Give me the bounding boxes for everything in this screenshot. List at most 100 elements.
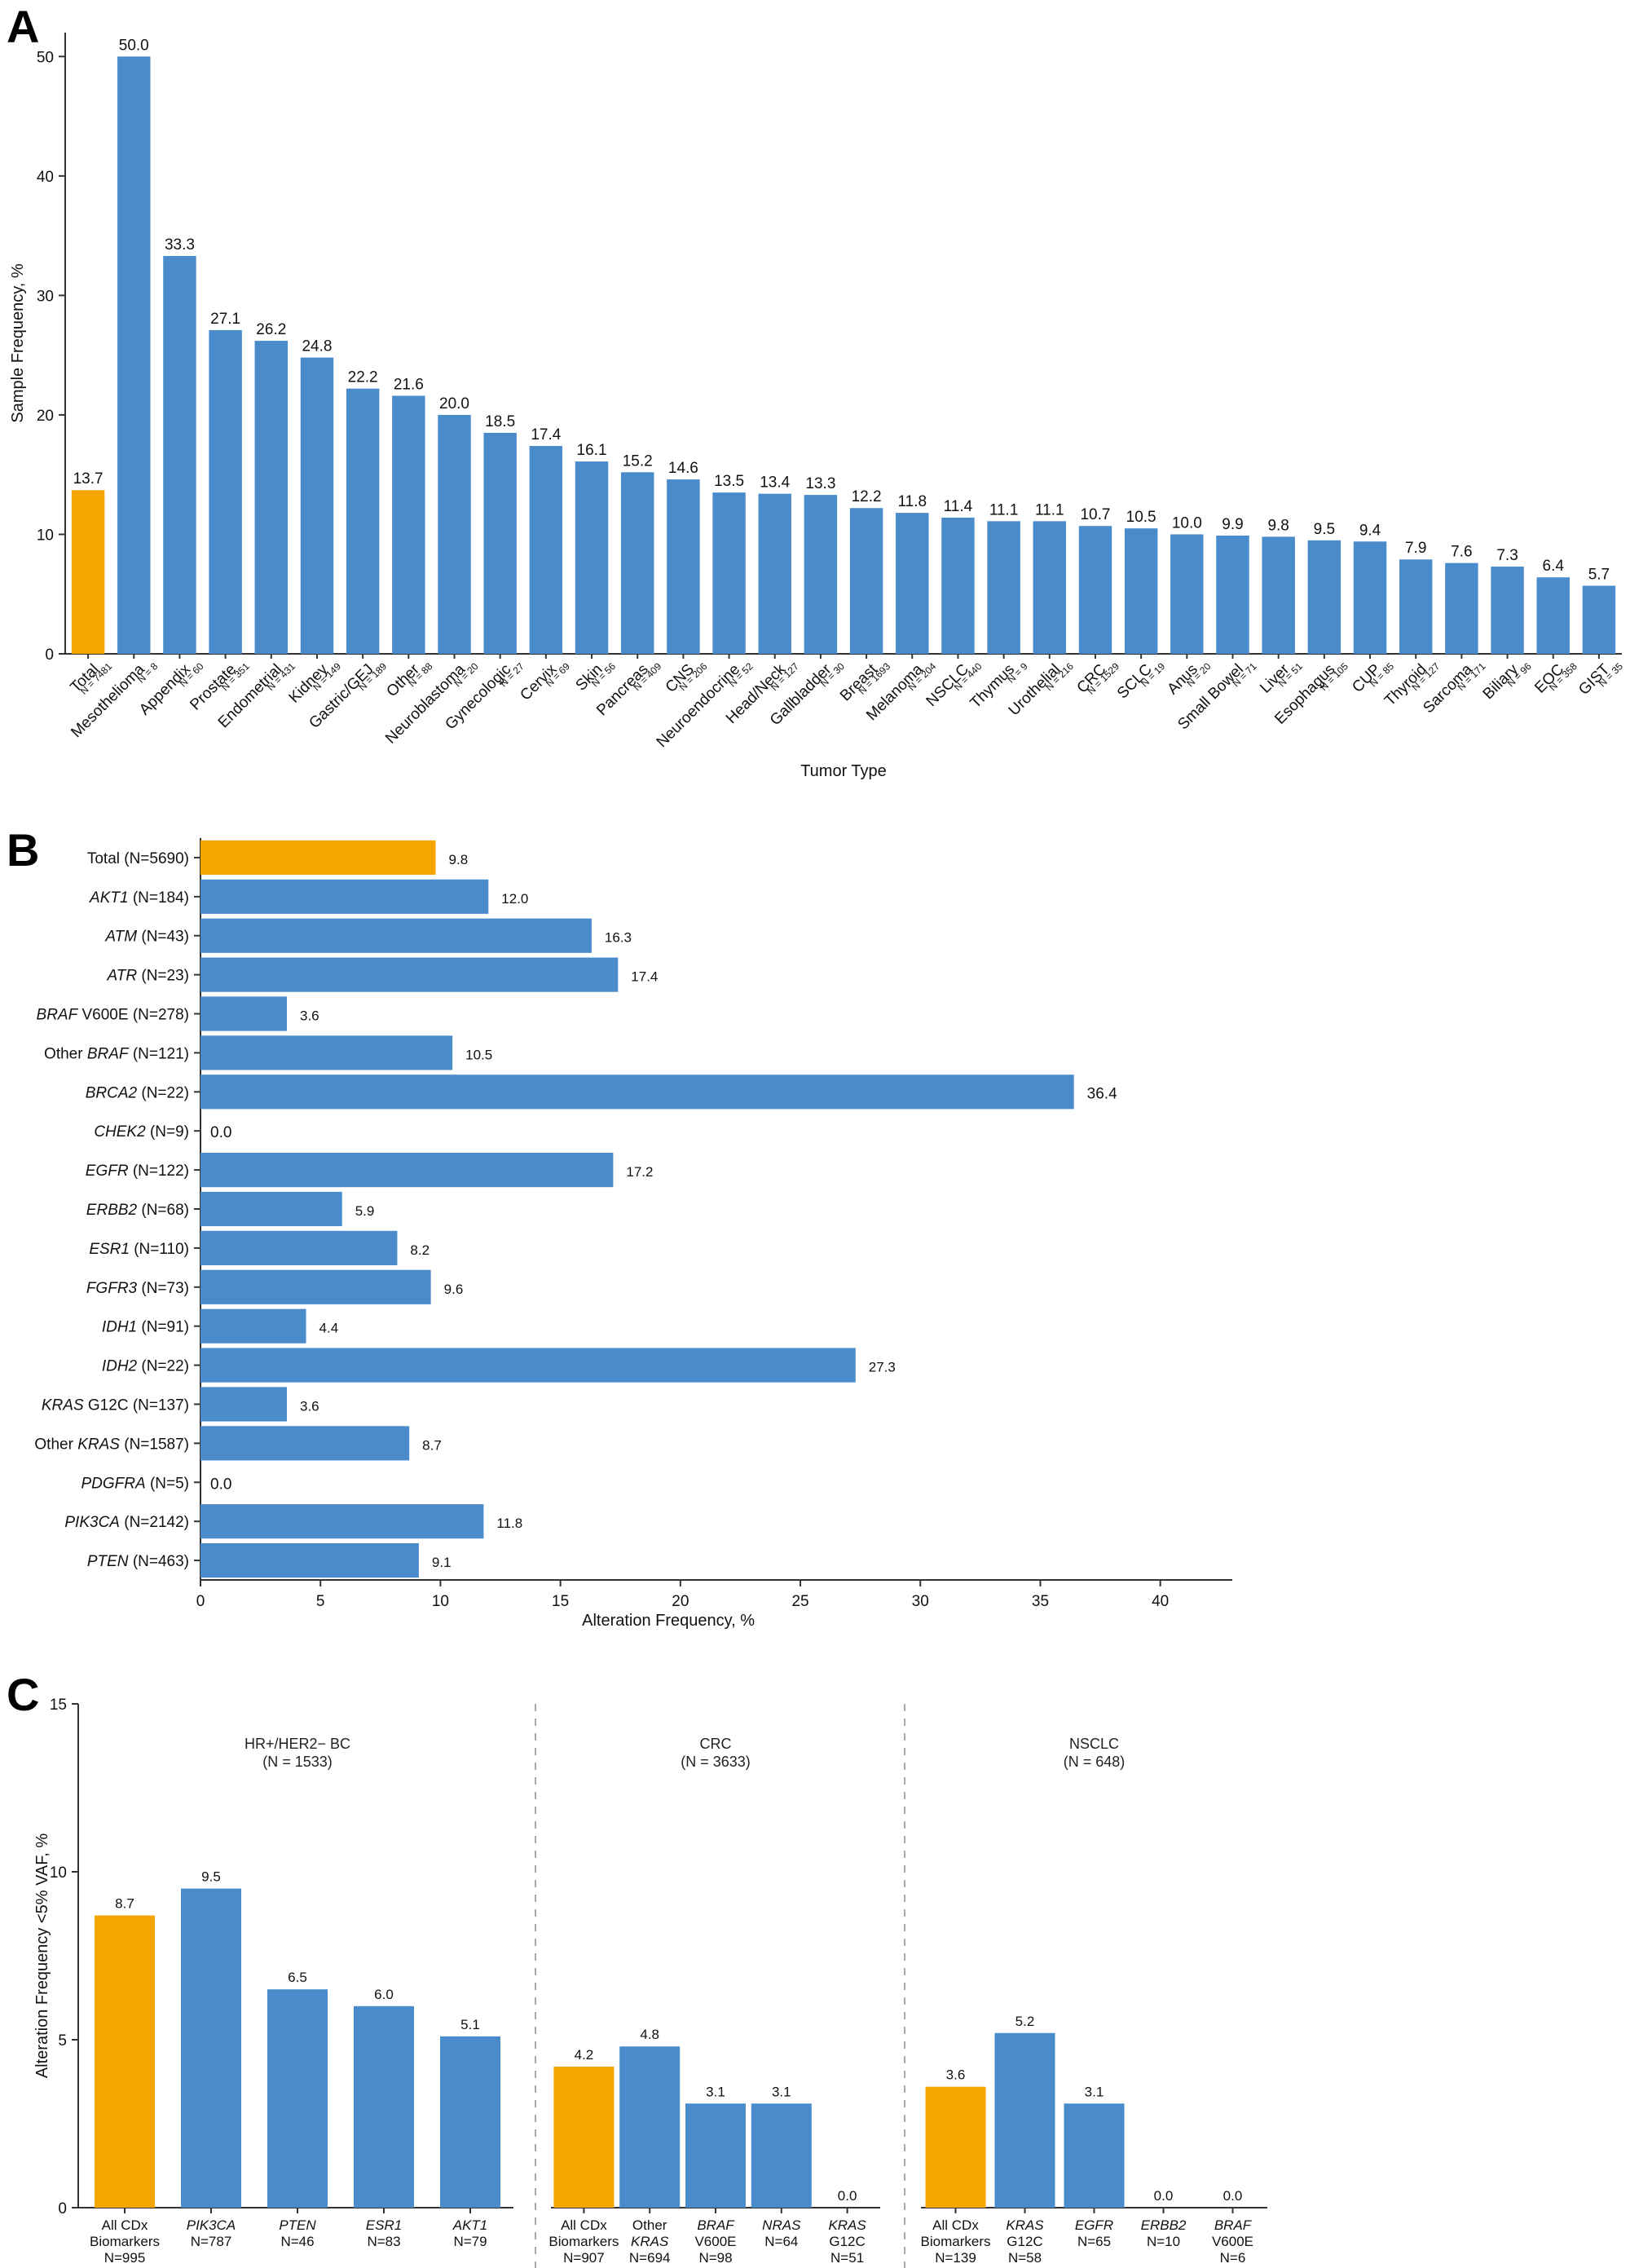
n-label-nsclc-kras-g12c: N=58 (1008, 2250, 1042, 2266)
n-label-crc-all-cdx-biomarkers: N=907 (563, 2250, 605, 2266)
panel-c-y-axis-title: Alteration Frequency <5% VAF, % (33, 1833, 51, 2079)
value-label-urothelial: 11.1 (1035, 501, 1064, 518)
panel-a-y-tick-label: 10 (37, 527, 54, 544)
category-label-erbb2-n-68: ERBB2 (N=68) (86, 1202, 189, 1219)
value-label-total: 13.7 (73, 470, 104, 488)
group-title-nsclc: NSCLC (1069, 1736, 1119, 1752)
value-label-skin: 16.1 (577, 442, 607, 459)
value-label-gastric-gej: 22.2 (348, 369, 378, 386)
n-label-hr-her2-bc-pten: N=46 (280, 2234, 314, 2249)
value-label-neuroendocrine: 13.5 (714, 473, 744, 490)
bar-thyroid (1399, 559, 1433, 654)
bar-atm-n-43 (200, 918, 592, 953)
bar-hr-her2-bc-all-cdx-biomarkers (95, 1915, 155, 2208)
bar-total-n-5690 (200, 840, 436, 876)
bar-esophagus (1307, 540, 1341, 654)
panel-letter-c: C (7, 1669, 39, 1720)
bar-neuroendocrine (712, 492, 746, 654)
category-sublabel-crc-other-kras: KRAS (631, 2234, 669, 2249)
n-label-crc-kras-g12c: N=51 (830, 2250, 864, 2266)
value-label-crc: 10.7 (1080, 506, 1110, 523)
value-label-liver: 9.8 (1267, 517, 1289, 534)
panel-b-x-tick-label: 20 (672, 1593, 689, 1610)
category-label-crc-nras: NRAS (762, 2217, 801, 2233)
category-label-idh2-n-22: IDH2 (N=22) (102, 1358, 189, 1375)
category-label-hr-her2-bc-all-cdx-biomarkers: All CDx (102, 2217, 148, 2233)
bar-mesothelioma (117, 56, 151, 655)
bar-nsclc-kras-g12c (994, 2032, 1055, 2208)
bar-esr1-n-110 (200, 1230, 398, 1265)
category-label-crc-other-kras: Other (632, 2217, 667, 2233)
panel-letter-a: A (7, 1, 39, 52)
panel-c-chart: 0 5 10 15 Alteration Frequency <5% VAF, % HR+… (33, 1697, 1267, 2268)
value-label-kidney: 24.8 (302, 338, 332, 355)
category-label-atr-n-23: ATR (N=23) (107, 968, 189, 985)
panel-b-x-tick-label: 30 (912, 1593, 929, 1610)
bar-nsclc-egfr (1064, 2103, 1125, 2208)
category-label-nsclc-egfr: EGFR (1075, 2217, 1113, 2233)
value-label-other-kras-n-1587: 8.7 (422, 1437, 442, 1453)
value-label-nsclc-egfr: 3.1 (1085, 2084, 1104, 2099)
bar-cup (1353, 541, 1387, 654)
category-label-other-braf-n-121: Other BRAF (N=121) (44, 1045, 189, 1062)
value-label-nsclc-braf-v600e: 0.0 (1223, 2188, 1243, 2204)
bar-gallbladder (804, 495, 838, 654)
panel-a-y-tick-label: 50 (37, 49, 54, 66)
n-label-crc-nras: N=64 (764, 2234, 798, 2249)
bar-other-kras-n-1587 (200, 1426, 410, 1461)
bar-sarcoma (1445, 563, 1478, 654)
category-label-egfr-n-122: EGFR (N=122) (86, 1163, 189, 1180)
value-label-pten-n-463: 9.1 (432, 1555, 452, 1570)
bar-eoc (1536, 577, 1570, 654)
n-label-crc-braf-v600e: N=98 (698, 2250, 732, 2266)
value-label-pik3ca-n-2142: 11.8 (496, 1516, 522, 1531)
value-label-crc-braf-v600e: 3.1 (706, 2084, 725, 2099)
value-label-egfr-n-122: 17.2 (626, 1164, 653, 1180)
value-label-melanoma: 11.8 (897, 493, 927, 510)
value-label-akt1-n-184: 12.0 (501, 891, 528, 907)
category-label-esr1-n-110: ESR1 (N=110) (89, 1241, 189, 1258)
panel-letter-b: B (7, 824, 39, 876)
category-label-other-kras-n-1587: Other KRAS (N=1587) (34, 1436, 189, 1453)
panel-a-y-tick-label: 30 (37, 288, 54, 305)
value-label-chek2-n-9: 0.0 (210, 1124, 231, 1141)
bar-skin (575, 461, 609, 654)
value-label-cup: 9.4 (1359, 522, 1381, 539)
value-label-hr-her2-bc-akt1: 5.1 (460, 2017, 480, 2032)
bar-nsclc-all-cdx-biomarkers (925, 2086, 986, 2208)
bar-akt1-n-184 (200, 879, 489, 914)
category-label-pdgfra-n-5: PDGFRA (N=5) (81, 1475, 189, 1492)
panel-a-y-tick-label: 0 (45, 646, 54, 664)
value-label-small-bowel: 9.9 (1222, 516, 1243, 533)
panel-a-y-tick-label: 20 (37, 408, 54, 425)
panel-c-y-tick-label: 0 (58, 2200, 67, 2217)
value-label-nsclc-kras-g12c: 5.2 (1015, 2014, 1035, 2029)
panel-b-x-tick-label: 35 (1032, 1593, 1049, 1610)
panel-c-y-tick-label: 10 (50, 1864, 67, 1882)
panel-b-x-tick-label: 25 (791, 1593, 808, 1610)
category-label-nsclc-erbb2: ERBB2 (1141, 2217, 1187, 2233)
bar-crc (1078, 526, 1112, 654)
category-label-brca2-n-22: BRCA2 (N=22) (86, 1084, 189, 1101)
bar-kidney (300, 357, 334, 654)
bar-hr-her2-bc-akt1 (440, 2036, 500, 2208)
value-label-neuroblastoma: 20.0 (439, 395, 469, 413)
category-label-total-n-5690: Total (N=5690) (87, 850, 189, 867)
value-label-atm-n-43: 16.3 (605, 930, 632, 946)
bar-erbb2-n-68 (200, 1191, 342, 1227)
bar-prostate (209, 329, 242, 654)
category-label-nsclc-braf-v600e: BRAF (1214, 2217, 1253, 2233)
category-sublabel-nsclc-all-cdx-biomarkers: Biomarkers (921, 2234, 991, 2249)
bar-atr-n-23 (200, 957, 619, 992)
bar-idh1-n-91 (200, 1308, 306, 1344)
n-label-hr-her2-bc-esr1: N=83 (367, 2234, 400, 2249)
category-label-hr-her2-bc-pten: PTEN (279, 2217, 316, 2233)
bar-melanoma (896, 513, 929, 654)
n-label-hr-her2-bc-akt1: N=79 (453, 2234, 487, 2249)
panel-b-x-tick-label: 40 (1152, 1593, 1169, 1610)
category-sublabel-crc-braf-v600e: V600E (694, 2234, 736, 2249)
bar-appendix (163, 256, 196, 654)
value-label-gist: 5.7 (1588, 566, 1610, 583)
value-label-total-n-5690: 9.8 (449, 852, 469, 867)
